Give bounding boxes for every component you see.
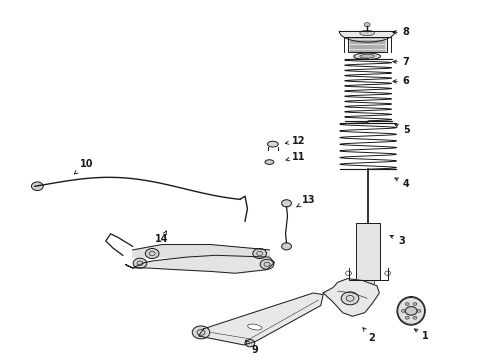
- Circle shape: [341, 292, 359, 305]
- Text: 4: 4: [395, 178, 410, 189]
- Polygon shape: [198, 293, 323, 345]
- Polygon shape: [323, 279, 379, 316]
- Text: 9: 9: [245, 340, 258, 355]
- Bar: [356, 223, 380, 280]
- Circle shape: [282, 200, 292, 207]
- Text: 2: 2: [363, 328, 375, 343]
- Circle shape: [385, 271, 391, 275]
- Text: 11: 11: [286, 152, 305, 162]
- Ellipse shape: [354, 53, 381, 59]
- Ellipse shape: [247, 324, 262, 330]
- Polygon shape: [133, 244, 270, 257]
- Circle shape: [413, 316, 417, 319]
- Text: 10: 10: [74, 159, 93, 174]
- Circle shape: [401, 310, 405, 312]
- Polygon shape: [339, 31, 395, 42]
- Circle shape: [31, 182, 43, 190]
- Text: 5: 5: [395, 124, 410, 135]
- Circle shape: [405, 316, 409, 319]
- Text: 13: 13: [296, 195, 315, 207]
- Text: 3: 3: [390, 235, 405, 246]
- Circle shape: [405, 303, 409, 306]
- Circle shape: [133, 258, 147, 268]
- Circle shape: [146, 248, 159, 258]
- Circle shape: [253, 248, 267, 258]
- Circle shape: [260, 259, 274, 269]
- Ellipse shape: [265, 160, 274, 165]
- Circle shape: [345, 271, 351, 275]
- Circle shape: [417, 310, 421, 312]
- Text: 8: 8: [393, 27, 410, 37]
- Ellipse shape: [398, 297, 424, 324]
- Bar: [362, 280, 374, 287]
- Circle shape: [413, 303, 417, 306]
- Circle shape: [192, 326, 210, 339]
- Circle shape: [364, 23, 370, 27]
- Text: 6: 6: [393, 76, 410, 86]
- Text: 1: 1: [415, 329, 429, 341]
- Text: 7: 7: [393, 57, 410, 67]
- Ellipse shape: [360, 30, 374, 36]
- Ellipse shape: [360, 54, 374, 58]
- Circle shape: [282, 243, 292, 250]
- Polygon shape: [125, 255, 274, 273]
- Circle shape: [245, 339, 255, 347]
- Ellipse shape: [268, 141, 278, 147]
- Text: 12: 12: [285, 136, 305, 145]
- Bar: [347, 37, 387, 52]
- Text: 14: 14: [155, 231, 169, 244]
- Circle shape: [405, 307, 417, 315]
